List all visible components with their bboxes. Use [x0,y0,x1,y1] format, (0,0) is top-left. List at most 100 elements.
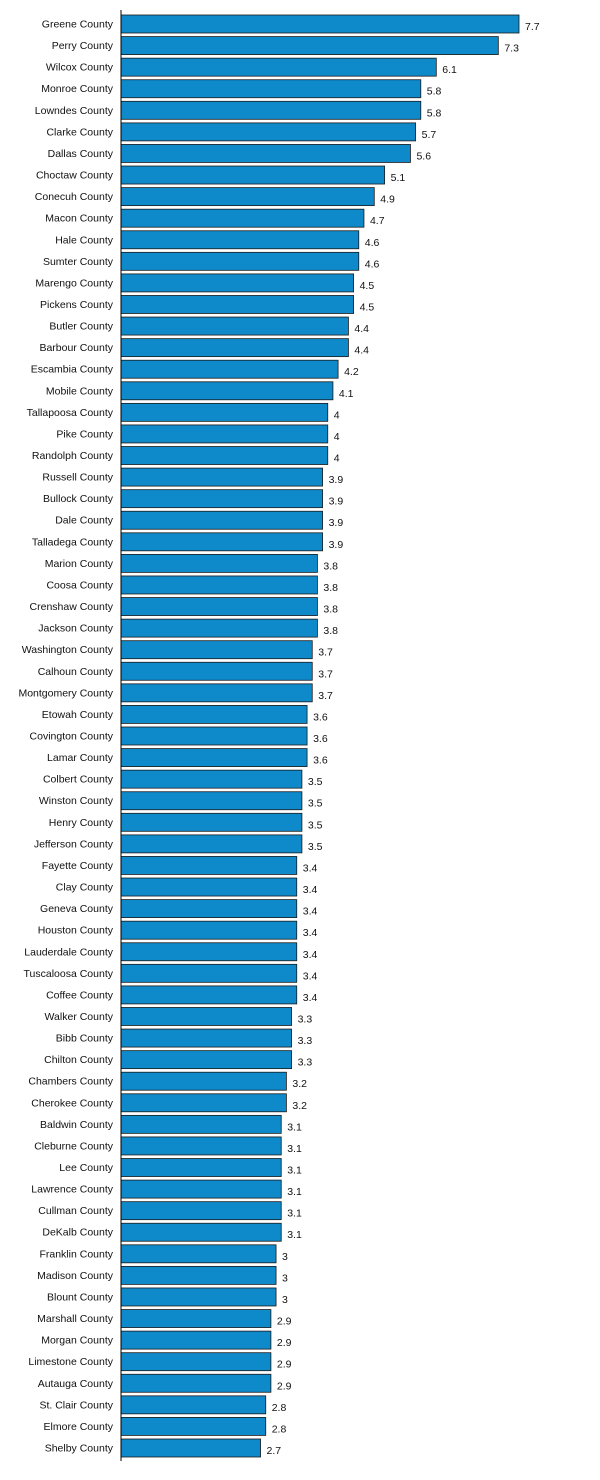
category-label-coffee-county: Coffee County [46,989,114,1001]
category-label-colbert-county: Colbert County [43,774,114,786]
value-label-jefferson-county: 3.5 [308,841,323,853]
value-label-clarke-county: 5.7 [422,129,437,141]
bar-walker-county [120,1007,292,1026]
bar-pickens-county [120,295,355,314]
value-label-cleburne-county: 3.1 [287,1143,302,1155]
value-label-dekalb-county: 3.1 [287,1229,302,1241]
bar-conecuh-county [120,187,375,207]
bar-cleburne-county [120,1136,282,1156]
category-label-elmore-county: Elmore County [44,1421,114,1433]
value-label-franklin-county: 3 [282,1251,288,1263]
bar-hale-county [120,230,360,250]
category-label-montgomery-county: Montgomery County [18,687,113,699]
category-label-baldwin-county: Baldwin County [40,1119,114,1131]
category-label-washington-county: Washington County [22,644,114,656]
value-label-baldwin-county: 3.1 [287,1121,302,1133]
category-label-lowndes-county: Lowndes County [35,105,114,117]
category-label-houston-county: Houston County [38,925,114,937]
value-label-tuscaloosa-county: 3.4 [303,970,318,982]
category-label-dale-county: Dale County [55,515,114,527]
category-label-randolph-county: Randolph County [32,450,114,462]
value-label-hale-county: 4.6 [365,237,380,249]
category-label-cleburne-county: Cleburne County [34,1140,114,1152]
bar-lee-county [120,1158,282,1177]
bar-marengo-county [120,273,355,293]
value-label-sumter-county: 4.6 [365,258,380,270]
bar-cullman-county [120,1201,282,1221]
bar-escambia-county [120,359,339,379]
category-label-tallapoosa-county: Tallapoosa County [27,407,114,419]
category-label-butler-county: Butler County [49,321,113,333]
category-label-cullman-county: Cullman County [38,1205,113,1217]
value-label-colbert-county: 3.5 [308,776,323,788]
bar-fayette-county [120,856,298,875]
category-label-geneva-county: Geneva County [40,903,114,915]
bar-washington-county [120,640,313,660]
bar-greene-county [120,14,520,34]
bar-crenshaw-county [120,597,318,616]
value-label-choctaw-county: 5.1 [391,172,406,184]
value-labels: 7.77.36.15.85.85.75.65.14.94.74.64.64.54… [267,21,540,1457]
bar-pike-county [120,424,329,444]
category-label-blount-county: Blount County [47,1291,114,1303]
bar-marion-county [120,553,318,573]
value-label-walker-county: 3.3 [298,1013,313,1025]
value-label-limestone-county: 2.9 [277,1359,292,1371]
category-label-bullock-county: Bullock County [43,493,114,505]
value-label-marion-county: 3.8 [323,560,338,572]
category-label-barbour-county: Barbour County [39,342,113,354]
category-label-st-clair-county: St. Clair County [39,1399,113,1411]
value-label-dallas-county: 5.6 [416,150,431,162]
category-label-fayette-county: Fayette County [42,860,114,872]
bar-bullock-county [120,489,323,509]
value-label-conecuh-county: 4.9 [380,194,395,206]
value-label-fayette-county: 3.4 [303,862,318,874]
category-label-perry-county: Perry County [52,40,114,52]
value-label-coosa-county: 3.8 [323,582,338,594]
category-label-pickens-county: Pickens County [40,299,114,311]
value-label-lawrence-county: 3.1 [287,1186,302,1198]
bar-russell-county [120,467,323,487]
value-label-coffee-county: 3.4 [303,992,318,1004]
category-label-lawrence-county: Lawrence County [31,1184,113,1196]
value-label-washington-county: 3.7 [318,647,333,659]
value-label-perry-county: 7.3 [504,43,519,55]
category-label-greene-county: Greene County [42,19,114,31]
category-label-clarke-county: Clarke County [46,126,113,138]
category-label-clay-county: Clay County [56,882,114,894]
bar-sumter-county [120,251,360,271]
category-label-lee-county: Lee County [59,1162,113,1174]
value-label-etowah-county: 3.6 [313,711,328,723]
bar-randolph-county [120,446,329,465]
bar-wilcox-county [120,57,437,77]
bar-morgan-county [120,1330,272,1350]
category-label-calhoun-county: Calhoun County [38,666,114,678]
bar-lauderdale-county [120,942,298,962]
category-label-chambers-county: Chambers County [28,1076,113,1088]
category-label-marion-county: Marion County [45,558,114,570]
bar-monroe-county [120,79,422,99]
bar-clay-county [120,877,298,897]
bar-talladega-county [120,532,323,552]
bar-baldwin-county [120,1114,282,1134]
value-label-pike-county: 4 [334,431,340,443]
value-label-clay-county: 3.4 [303,884,318,896]
category-label-coosa-county: Coosa County [46,579,113,591]
bar-covington-county [120,726,308,746]
value-label-houston-county: 3.4 [303,927,318,939]
value-label-lauderdale-county: 3.4 [303,949,318,961]
value-label-jackson-county: 3.8 [323,625,338,637]
value-label-mobile-county: 4.1 [339,388,354,400]
category-label-lamar-county: Lamar County [47,752,114,764]
bar-cherokee-county [120,1093,287,1113]
value-label-winston-county: 3.5 [308,798,323,810]
category-label-russell-county: Russell County [42,472,113,484]
category-label-etowah-county: Etowah County [42,709,114,721]
bar-perry-county [120,36,499,55]
bar-calhoun-county [120,661,313,681]
bar-colbert-county [120,769,303,789]
category-label-bibb-county: Bibb County [56,1033,114,1045]
bar-mobile-county [120,381,334,401]
bar-tuscaloosa-county [120,963,298,983]
